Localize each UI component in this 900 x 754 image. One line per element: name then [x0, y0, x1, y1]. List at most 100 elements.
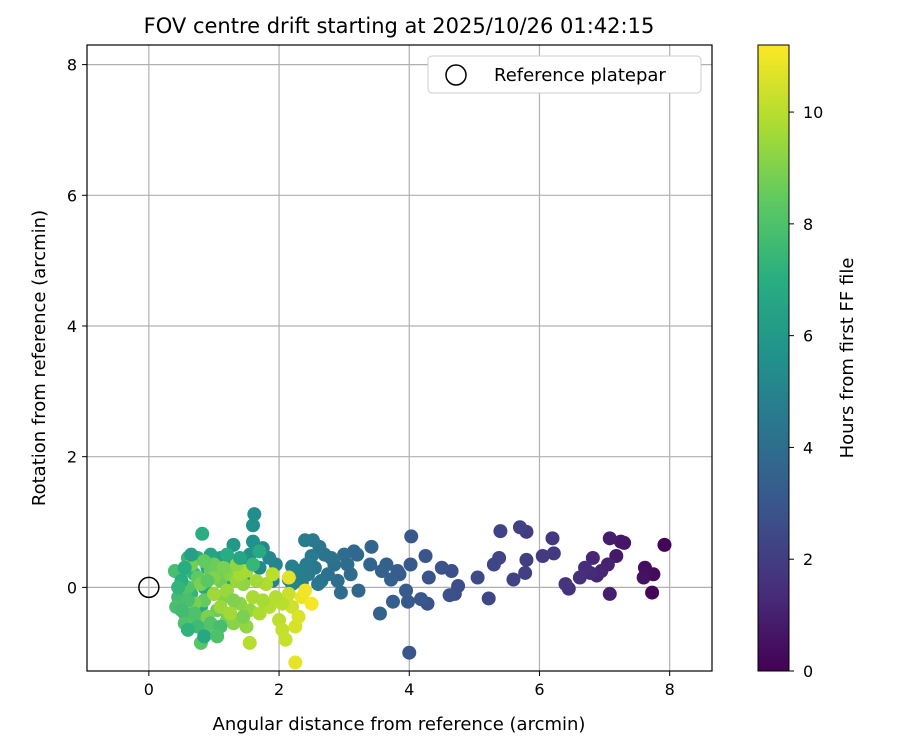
data-point — [291, 609, 306, 624]
data-point — [470, 570, 485, 585]
data-point — [232, 550, 247, 565]
data-point — [403, 557, 418, 572]
data-point — [645, 585, 660, 600]
colorbar-ticks: 0 2 4 6 8 10 — [789, 103, 823, 681]
data-point — [265, 567, 280, 582]
data-point — [399, 583, 414, 598]
data-point — [421, 570, 436, 585]
data-point — [518, 565, 533, 580]
y-tick-label: 2 — [67, 448, 77, 467]
x-tick-label: 0 — [144, 680, 154, 699]
data-point — [512, 520, 527, 535]
data-point — [298, 533, 313, 548]
data-point — [219, 547, 234, 562]
data-point — [174, 603, 189, 618]
data-point — [223, 606, 238, 621]
data-point — [177, 560, 192, 575]
data-point — [572, 570, 587, 585]
data-point — [304, 596, 319, 611]
colorbar-tick-label: 2 — [803, 550, 813, 569]
data-point — [535, 548, 550, 563]
data-point — [364, 539, 379, 554]
colorbar-tick-label: 6 — [803, 327, 813, 346]
data-point — [285, 559, 300, 574]
y-tick-label: 8 — [67, 56, 77, 75]
x-tick-label: 8 — [665, 680, 675, 699]
legend-marker-icon — [445, 64, 467, 86]
data-point — [602, 586, 617, 601]
data-point — [363, 557, 378, 572]
data-point — [197, 629, 212, 644]
data-point — [268, 590, 283, 605]
legend-box — [427, 55, 702, 94]
data-point — [519, 552, 534, 567]
data-point — [216, 560, 231, 575]
data-point — [200, 573, 215, 588]
data-point — [226, 593, 241, 608]
data-point — [171, 580, 186, 595]
data-point — [413, 592, 428, 607]
data-point — [333, 585, 348, 600]
y-tick-label: 4 — [67, 317, 77, 336]
data-point — [278, 632, 293, 647]
data-point — [602, 531, 617, 546]
data-point — [609, 548, 624, 563]
data-point — [442, 588, 457, 603]
data-point — [384, 572, 399, 587]
data-point — [400, 594, 415, 609]
data-point — [486, 557, 501, 572]
x-axis-label: Angular distance from reference (arcmin) — [213, 714, 586, 735]
data-point — [545, 531, 560, 546]
y-tick-label: 0 — [67, 578, 77, 597]
y-axis-ticks: 0 2 4 6 8 — [67, 56, 87, 597]
data-point — [236, 609, 251, 624]
x-tick-label: 4 — [404, 680, 414, 699]
data-point — [374, 564, 389, 579]
reference-marker — [138, 576, 160, 599]
data-point — [288, 655, 303, 670]
data-point — [206, 586, 221, 601]
data-point — [184, 547, 199, 562]
data-point — [242, 635, 257, 650]
data-point — [546, 546, 561, 561]
data-point — [506, 572, 521, 587]
x-tick-label: 6 — [534, 680, 544, 699]
colorbar-label: Hours from first FF file — [837, 258, 858, 459]
data-point — [210, 629, 225, 644]
data-point — [187, 606, 202, 621]
data-point — [558, 577, 573, 592]
chart-title: FOV centre drift starting at 2025/10/26 … — [144, 14, 655, 38]
colorbar-tick-label: 4 — [803, 438, 813, 457]
data-point — [385, 594, 400, 609]
y-tick-label: 6 — [67, 186, 77, 205]
data-point — [311, 577, 326, 592]
reference-platepar-point — [138, 576, 160, 599]
data-point — [493, 524, 508, 539]
data-point — [404, 529, 419, 544]
data-point — [281, 570, 296, 585]
colorbar: 0 2 4 6 8 10 Hours from first FF file — [757, 44, 858, 681]
legend-entry: Reference platepar — [494, 65, 666, 86]
data-point — [434, 560, 449, 575]
data-point — [255, 593, 270, 608]
y-axis-label: Rotation from reference (arcmin) — [29, 210, 50, 506]
data-point — [636, 570, 651, 585]
data-point — [402, 645, 417, 660]
data-point — [195, 526, 210, 541]
data-point — [197, 554, 212, 569]
data-point — [418, 548, 433, 563]
x-axis-ticks: 0 2 4 6 8 — [144, 671, 675, 699]
data-point — [585, 550, 600, 565]
data-point — [613, 534, 628, 549]
colorbar-tick-label: 8 — [803, 215, 813, 234]
data-point — [657, 537, 672, 552]
data-point — [249, 573, 264, 588]
data-point — [481, 591, 496, 606]
colorbar-tick-label: 10 — [803, 103, 823, 122]
data-point — [247, 507, 262, 522]
data-point — [246, 557, 261, 572]
data-point — [252, 544, 267, 559]
data-point — [180, 622, 195, 637]
